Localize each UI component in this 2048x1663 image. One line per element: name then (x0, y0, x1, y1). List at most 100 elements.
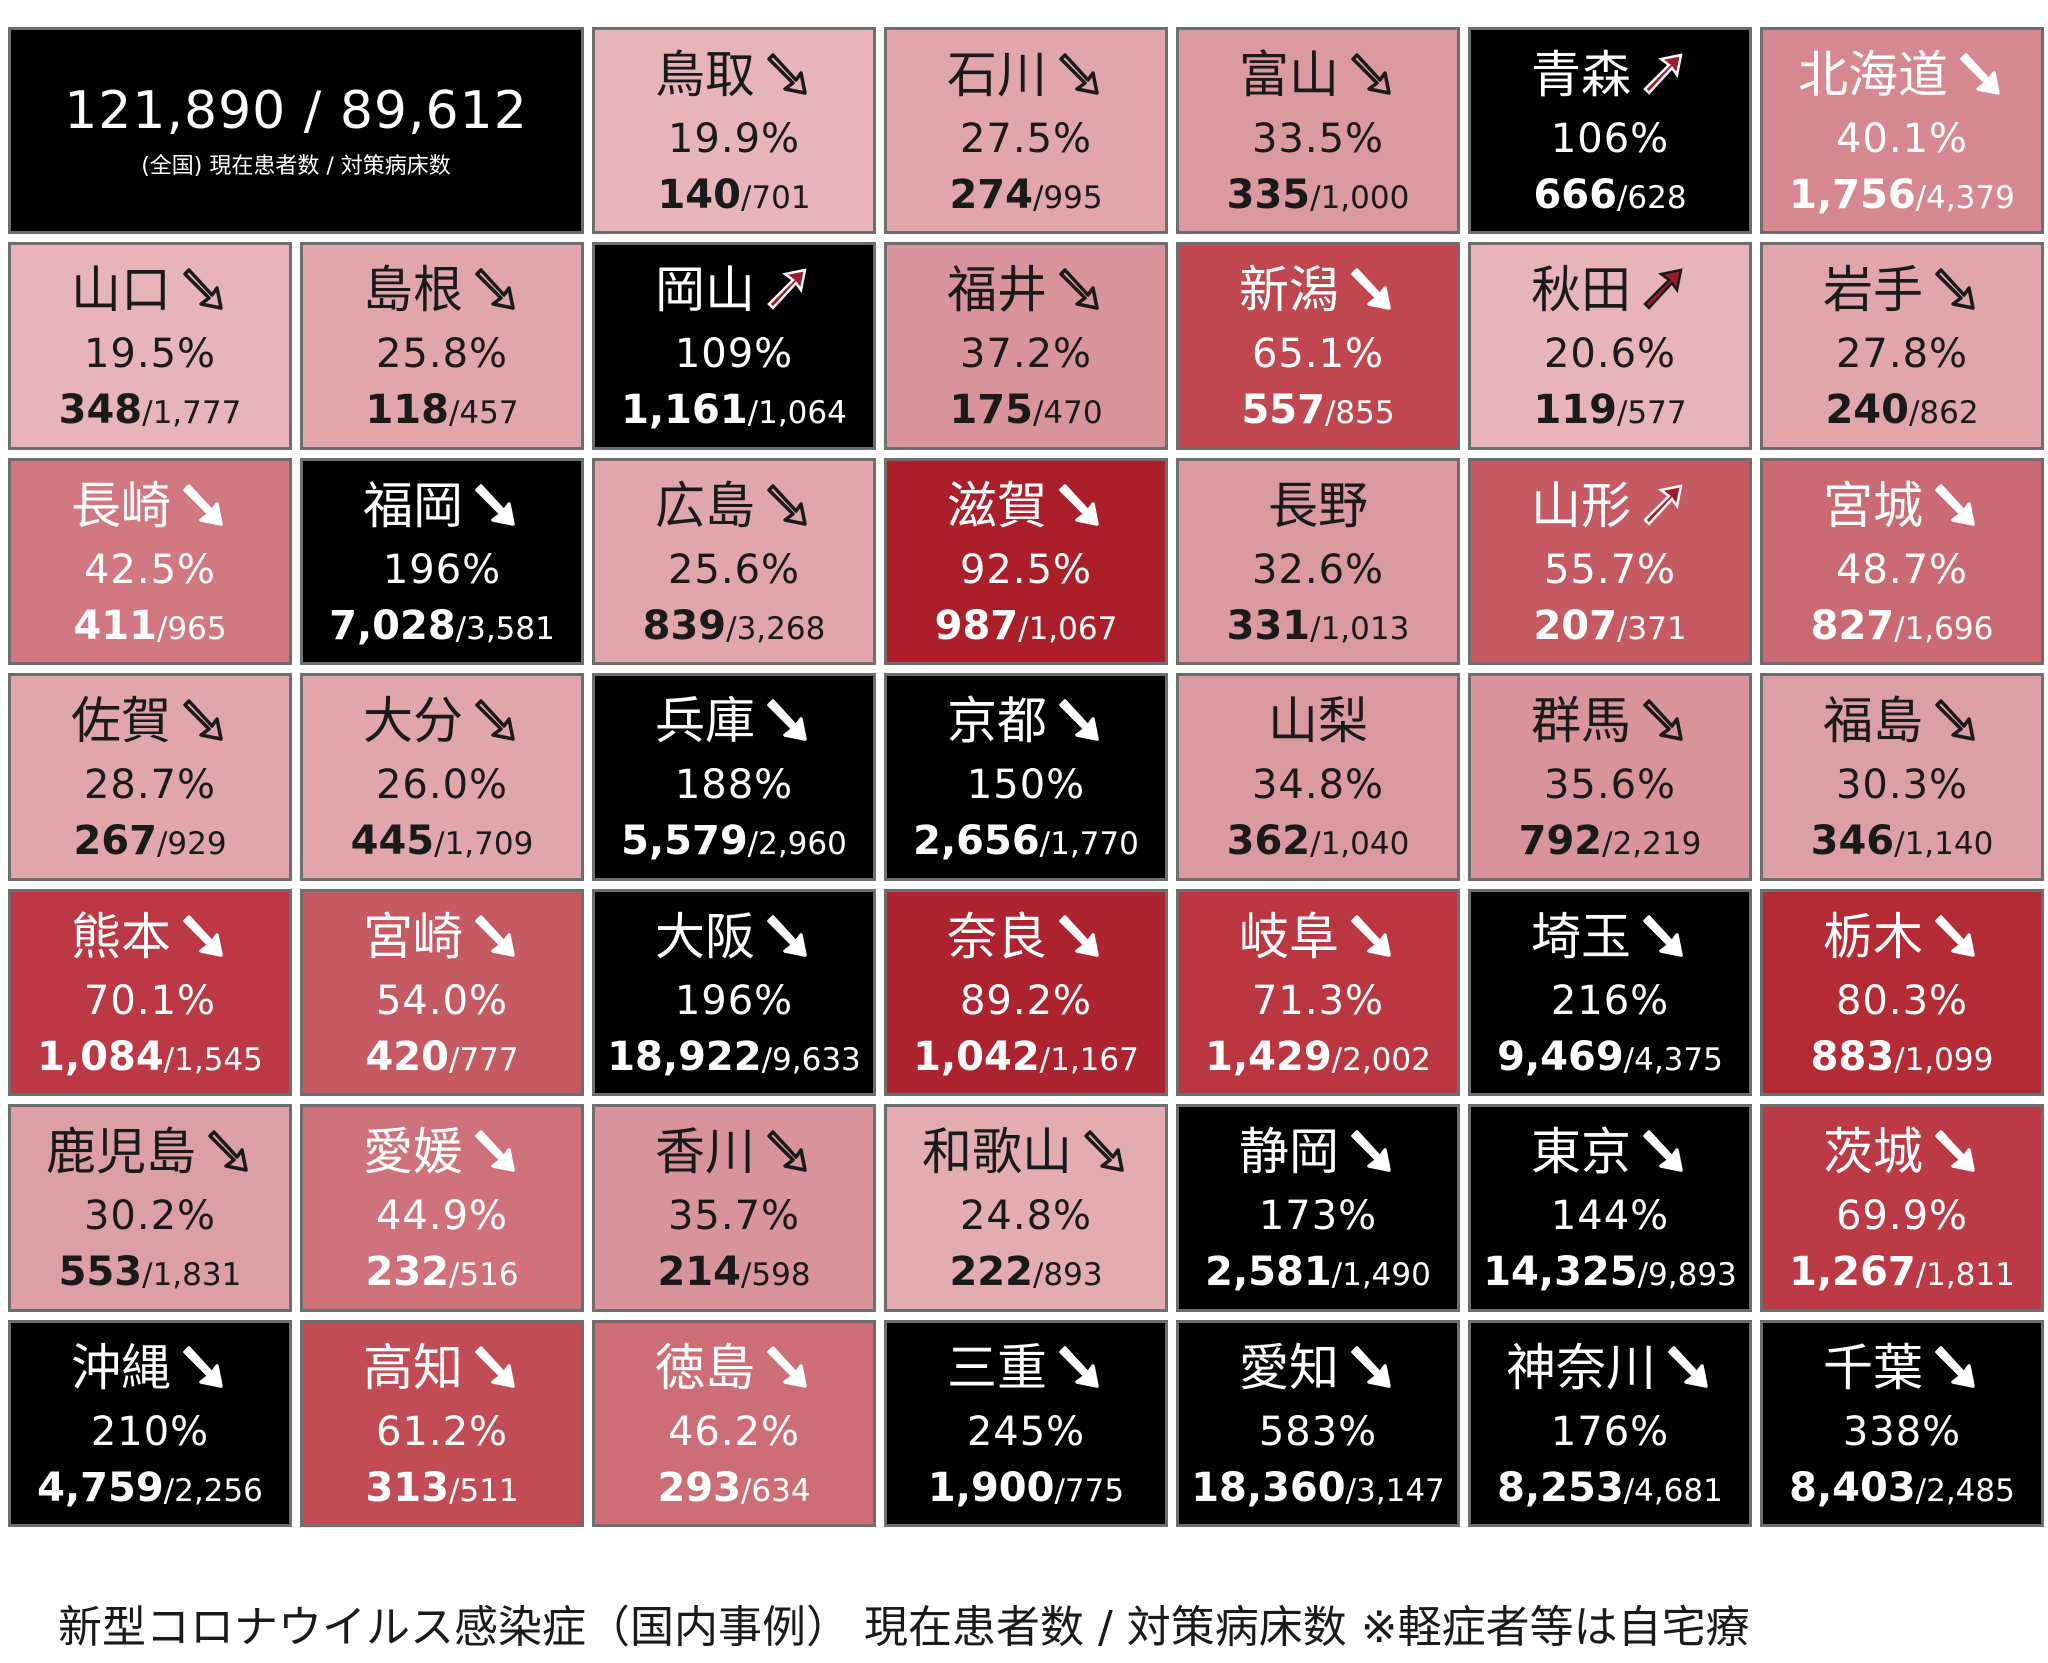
prefecture-tile: 長崎 42.5% 411/965 (8, 457, 292, 666)
prefecture-name: 宮崎 (303, 906, 581, 968)
current-patients: 792 (1518, 818, 1603, 865)
occupancy-percent: 210% (90, 1408, 210, 1455)
prefecture-name: 京都 (887, 690, 1165, 752)
prefecture-tile: 宮城 48.7% 827/1,696 (1760, 457, 2044, 666)
occupancy-percent: 150% (966, 762, 1086, 809)
current-patients: 14,325 (1483, 1249, 1638, 1296)
bed-count: /965 (156, 610, 227, 647)
trend-down-arrow-icon (183, 914, 223, 957)
prefecture-tile: 富山 33.5% 335/1,000 (1176, 27, 1460, 235)
prefecture-name: 長崎 (11, 475, 289, 537)
prefecture-name: 新潟 (1179, 259, 1457, 321)
prefecture-name: 福井 (887, 259, 1165, 321)
current-patients: 2,581 (1205, 1249, 1332, 1296)
current-patients: 2,656 (913, 818, 1040, 865)
prefecture-name: 奈良 (887, 906, 1165, 968)
patients-beds: 18,360/3,147 (1179, 1463, 1457, 1521)
bed-count: /577 (1616, 395, 1687, 432)
prefecture-name: 福岡 (303, 475, 581, 537)
occupancy-percent: 27.8% (1835, 331, 1969, 378)
prefecture-name: 愛媛 (303, 1121, 581, 1183)
current-patients: 346 (1810, 818, 1895, 865)
prefecture-name: 北海道 (1763, 44, 2041, 106)
current-patients: 420 (365, 1033, 449, 1080)
prefecture-name: 秋田 (1471, 259, 1749, 321)
current-patients: 4,759 (37, 1464, 164, 1511)
occupancy-percent: 106% (1550, 116, 1670, 162)
prefecture-tile: 群馬 35.6% 792/2,219 (1468, 673, 1752, 881)
patients-beds: 827/1,696 (1763, 601, 2041, 659)
prefecture-name-text: 千葉 (1823, 1338, 1923, 1397)
bed-count: /1,811 (1915, 1257, 2015, 1294)
prefecture-name-text: 宮城 (1823, 476, 1923, 535)
patients-beds: 8,403/2,485 (1763, 1463, 2041, 1521)
patients-beds: 839/3,268 (595, 601, 873, 659)
patients-beds: 232/516 (303, 1247, 581, 1305)
occupancy-percent: 24.8% (959, 1193, 1093, 1240)
bed-count: /1,064 (747, 395, 847, 432)
prefecture-tile: 愛知 583% 18,360/3,147 (1176, 1319, 1460, 1527)
occupancy-percent: 188% (674, 762, 794, 809)
patients-beds: 8,253/4,681 (1471, 1463, 1749, 1521)
prefecture-tile: 徳島 46.2% 293/634 (592, 1319, 876, 1527)
current-patients: 362 (1226, 818, 1311, 865)
bed-count: /2,219 (1602, 826, 1702, 863)
bed-count: /1,831 (142, 1257, 242, 1294)
patients-beds: 119/577 (1471, 385, 1749, 443)
trend-down-arrow-icon (1084, 1130, 1124, 1172)
prefecture-name: 三重 (887, 1337, 1165, 1399)
current-patients: 222 (949, 1249, 1033, 1296)
patients-beds: 18,922/9,633 (595, 1032, 873, 1090)
current-patients: 207 (1533, 602, 1617, 649)
trend-down-arrow-icon (1935, 484, 1975, 526)
prefecture-name: 佐賀 (11, 690, 289, 752)
occupancy-percent: 176% (1550, 1408, 1670, 1455)
prefecture-name-text: 新潟 (1239, 261, 1339, 320)
trend-down-arrow-icon (475, 268, 515, 311)
patients-beds: 313/511 (303, 1463, 581, 1521)
prefecture-name: 山口 (11, 259, 289, 321)
trend-down-arrow-icon (475, 484, 515, 526)
prefecture-tile: 愛媛 44.9% 232/516 (300, 1104, 584, 1312)
prefecture-name: 長野 (1179, 475, 1457, 537)
occupancy-percent: 37.2% (959, 331, 1093, 378)
prefecture-name: 東京 (1471, 1121, 1749, 1183)
current-patients: 335 (1226, 172, 1311, 218)
prefecture-name: 岩手 (1763, 259, 2041, 321)
occupancy-percent: 33.5% (1251, 116, 1385, 162)
bed-count: /1,777 (142, 395, 242, 432)
bed-count: /9,633 (761, 1041, 861, 1078)
patients-beds: 274/995 (887, 170, 1165, 228)
prefecture-tile: 長野 32.6% 331/1,013 (1176, 457, 1460, 666)
prefecture-name-text: 静岡 (1239, 1123, 1339, 1182)
occupancy-percent: 61.2% (375, 1408, 509, 1455)
prefecture-name-text: 和歌山 (922, 1123, 1072, 1182)
trend-down-arrow-icon (1059, 699, 1099, 742)
trend-down-arrow-icon (1059, 268, 1099, 311)
trend-up-arrow-icon (767, 268, 807, 311)
occupancy-percent: 196% (382, 546, 502, 593)
prefecture-name-text: 岐阜 (1239, 907, 1339, 966)
prefecture-name-text: 滋賀 (947, 476, 1047, 535)
occupancy-percent: 245% (966, 1408, 1086, 1455)
patients-beds: 792/2,219 (1471, 816, 1749, 874)
prefecture-name: 香川 (595, 1121, 873, 1183)
prefecture-tile: 山形 55.7% 207/371 (1468, 457, 1752, 666)
patients-beds: 1,429/2,002 (1179, 1032, 1457, 1090)
prefecture-name: 群馬 (1471, 690, 1749, 752)
prefecture-name-text: 長野 (1268, 476, 1368, 535)
current-patients: 7,028 (329, 602, 456, 649)
prefecture-name-text: 熊本 (71, 907, 171, 966)
prefecture-name: 富山 (1179, 44, 1457, 106)
trend-up-arrow-icon (1643, 268, 1683, 311)
occupancy-percent: 144% (1550, 1193, 1670, 1240)
prefecture-name: 鹿児島 (11, 1121, 289, 1183)
trend-down-arrow-icon (183, 268, 223, 311)
occupancy-percent: 92.5% (959, 546, 1093, 593)
bed-count: /4,681 (1623, 1472, 1723, 1509)
prefecture-name-text: 鳥取 (655, 46, 755, 104)
bed-count: /2,002 (1331, 1041, 1431, 1078)
patients-beds: 411/965 (11, 601, 289, 659)
prefecture-name: 宮城 (1763, 475, 2041, 537)
trend-down-arrow-icon (767, 1345, 807, 1388)
